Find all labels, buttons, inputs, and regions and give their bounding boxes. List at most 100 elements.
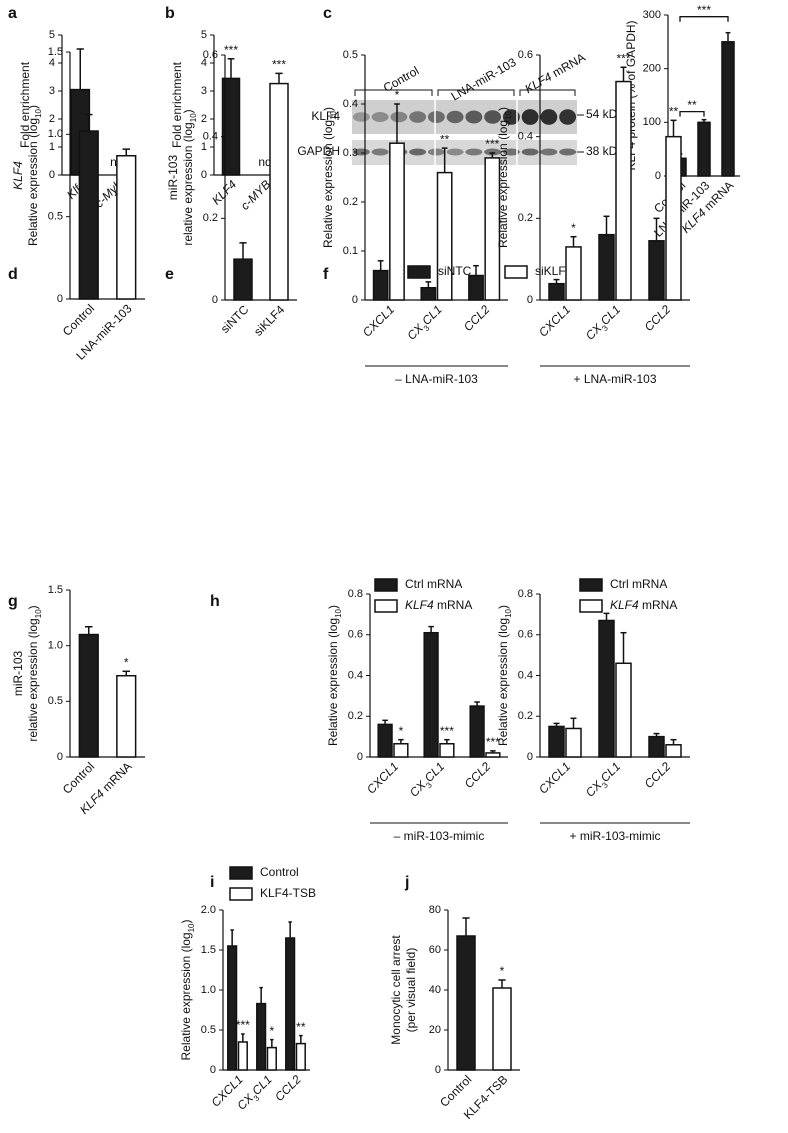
x-tick-label: CCL2 — [461, 302, 493, 334]
blot-band — [446, 148, 464, 156]
y-tick-label: 0.5 — [343, 49, 358, 61]
x-tick-label: Control — [60, 301, 97, 338]
text-part: Relative expression (log — [26, 118, 40, 246]
y-axis-label: Relative expression (log10) — [321, 107, 337, 248]
y-tick-label: 0.6 — [203, 49, 218, 61]
y-tick-label: 0.4 — [348, 669, 363, 681]
text-part: CCL2 — [272, 1072, 304, 1104]
blot-band — [540, 148, 558, 156]
group-label: – miR-103-mimic — [394, 829, 485, 843]
legend-swatch — [374, 578, 398, 592]
bar — [372, 269, 389, 301]
y-axis-label: Relative expression (log10) — [179, 920, 195, 1061]
y-tick-label: 0.2 — [343, 196, 358, 208]
y-tick-label: 1.0 — [201, 984, 216, 996]
lane-bracket — [354, 89, 433, 96]
y-tick-label: 0 — [352, 294, 358, 306]
bar — [237, 1041, 248, 1071]
legend-swatch — [504, 265, 528, 279]
significance-label: *** — [272, 58, 286, 72]
bar — [420, 287, 437, 301]
bar — [665, 744, 682, 758]
text-part: ) — [26, 105, 40, 109]
y-tick-label: 0.6 — [348, 629, 363, 641]
legend-label: siKLF4 — [535, 264, 573, 278]
y-tick-label: 40 — [429, 984, 441, 996]
y-axis-label: relative expression (log10) — [26, 605, 42, 741]
y-tick-label: 0.2 — [518, 710, 533, 722]
text-part: mRNA — [434, 598, 473, 612]
text-part: Relative expression (log — [496, 120, 510, 248]
text-part: 10 — [189, 113, 198, 122]
group-label: + miR-103-mimic — [569, 829, 660, 843]
y-tick-label: 4 — [201, 57, 207, 69]
group-label: – LNA-miR-103 — [395, 372, 478, 386]
text-part: relative expression (log — [26, 618, 40, 741]
y-axis-label: Fold enrichment — [170, 61, 184, 148]
x-tick-label: CXCL1 — [536, 759, 573, 796]
y-tick-label: 0 — [435, 1064, 441, 1076]
blot-band — [446, 110, 464, 124]
y-axis-label: miR-103 — [166, 155, 180, 201]
blot-band — [502, 109, 520, 125]
y-tick-label: 3 — [49, 85, 55, 97]
legend-swatch — [229, 866, 253, 880]
y-tick-label: 5 — [201, 29, 207, 41]
y-tick-label: 0 — [527, 294, 533, 306]
text-part: Relative expression (log — [321, 120, 335, 248]
y-tick-label: 300 — [643, 9, 661, 21]
x-tick-label: CCL2 — [462, 759, 494, 791]
lane-bracket — [519, 89, 576, 96]
y-axis-label: Relative expression (log10) — [326, 605, 342, 746]
significance-label: *** — [486, 735, 500, 749]
legend-swatch — [374, 599, 398, 613]
x-tick-label: CXCL1 — [360, 302, 397, 339]
bracket — [679, 111, 705, 117]
text-part: mRNA — [639, 598, 678, 612]
bar — [256, 1002, 267, 1071]
y-tick-label: 0 — [49, 169, 55, 181]
significance-label: *** — [224, 43, 238, 57]
text-part: ) — [496, 107, 510, 111]
y-tick-label: 1.5 — [48, 46, 63, 58]
y-tick-label: 1 — [201, 141, 207, 153]
text-part: 10 — [34, 108, 43, 117]
significance-label: ** — [440, 132, 450, 146]
y-tick-label: 0.2 — [348, 710, 363, 722]
panel-letter: j — [404, 874, 409, 891]
group-label: + LNA-miR-103 — [573, 372, 656, 386]
x-tick-label: CXCL1 — [364, 759, 401, 796]
bar — [285, 937, 296, 1071]
y-tick-label: 0 — [527, 751, 533, 763]
panel-letter: c — [323, 5, 332, 22]
bracket — [679, 16, 729, 22]
text-part: Relative expression (log — [496, 618, 510, 746]
bar — [423, 631, 439, 758]
legend-label: Control — [260, 865, 299, 879]
size-label: 38 kDa — [586, 144, 624, 158]
blot-band — [352, 112, 370, 122]
y-tick-label: 0 — [57, 751, 63, 763]
legend-label: Ctrl mRNA — [610, 577, 667, 591]
blot-band — [371, 148, 389, 156]
y-tick-label: 0.5 — [48, 211, 63, 223]
bar — [484, 157, 501, 301]
text-part: CXCL1 — [364, 759, 401, 796]
legend-swatch — [407, 265, 431, 279]
y-tick-label: 80 — [429, 904, 441, 916]
x-tick-label: Control — [60, 759, 97, 796]
y-tick-label: 0 — [201, 169, 207, 181]
bar — [615, 662, 632, 758]
y-tick-label: 0.3 — [343, 147, 358, 159]
x-tick-label: KLF4 — [209, 177, 239, 207]
significance-label: * — [270, 1024, 275, 1038]
text-part: 3 — [600, 780, 610, 790]
text-part: KLF4 — [209, 177, 239, 207]
bar — [78, 130, 99, 300]
y-axis-label: KLF4 — [11, 161, 25, 190]
text-part: 10 — [187, 923, 196, 932]
y-tick-label: 0.1 — [343, 245, 358, 257]
bar — [485, 752, 501, 758]
blot-band — [465, 148, 483, 156]
x-tick-label: CX3CL1 — [583, 302, 625, 344]
